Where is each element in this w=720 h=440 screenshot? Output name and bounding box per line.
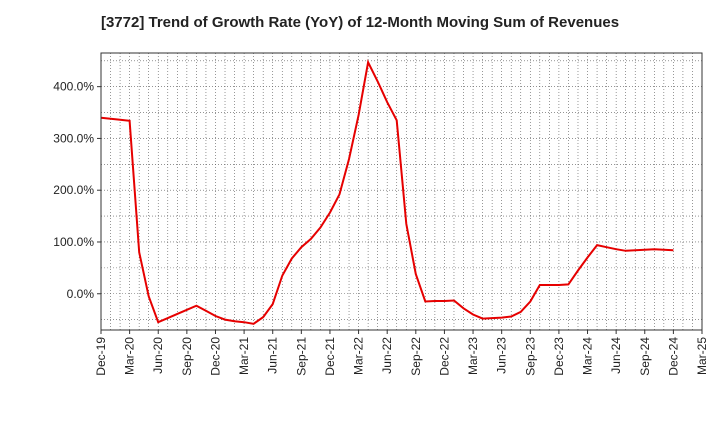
y-tick-label: 100.0% bbox=[53, 235, 94, 249]
x-tick-label: Jun-22 bbox=[380, 337, 394, 374]
x-tick-label: Mar-24 bbox=[581, 337, 595, 375]
x-tick-label: Jun-21 bbox=[266, 337, 280, 374]
x-tick-label: Jun-23 bbox=[495, 337, 509, 374]
x-tick-label: Sep-20 bbox=[180, 337, 194, 376]
grid bbox=[101, 53, 702, 330]
y-tick-label: 0.0% bbox=[67, 287, 95, 301]
x-tick-label: Jun-24 bbox=[609, 337, 623, 374]
x-tick-label: Dec-19 bbox=[94, 337, 108, 376]
x-tick-label: Mar-22 bbox=[352, 337, 366, 375]
series-line bbox=[100, 59, 674, 325]
x-tick-label: Mar-21 bbox=[237, 337, 251, 375]
chart-title: [3772] Trend of Growth Rate (YoY) of 12-… bbox=[100, 14, 620, 31]
x-tick-label: Dec-24 bbox=[666, 337, 680, 376]
x-tick-label: Mar-25 bbox=[695, 337, 709, 375]
x-tick-label: Dec-21 bbox=[323, 337, 337, 376]
x-tick-label: Dec-20 bbox=[208, 337, 222, 376]
y-tick-label: 200.0% bbox=[53, 183, 94, 197]
x-tick-label: Mar-20 bbox=[123, 337, 137, 375]
x-axis-ticks: Dec-19 Mar-20 Jun-20 Sep-20 Dec-20 Mar-21 Jun-… bbox=[94, 330, 709, 376]
y-tick-label: 300.0% bbox=[53, 131, 94, 145]
x-tick-label: Sep-22 bbox=[409, 337, 423, 376]
plot-frame bbox=[100, 52, 703, 331]
x-tick-label: Sep-24 bbox=[638, 337, 652, 376]
x-tick-label: Dec-23 bbox=[552, 337, 566, 376]
x-tick-label: Mar-23 bbox=[466, 337, 480, 375]
x-tick-label: Jun-20 bbox=[151, 337, 165, 374]
y-axis-ticks: 0.0% 100.0% 200.0% 300.0% 400.0% bbox=[53, 80, 101, 301]
y-tick-label: 400.0% bbox=[53, 80, 94, 94]
x-tick-label: Sep-23 bbox=[523, 337, 537, 376]
x-tick-label: Sep-21 bbox=[294, 337, 308, 376]
x-tick-label: Dec-22 bbox=[437, 337, 451, 376]
